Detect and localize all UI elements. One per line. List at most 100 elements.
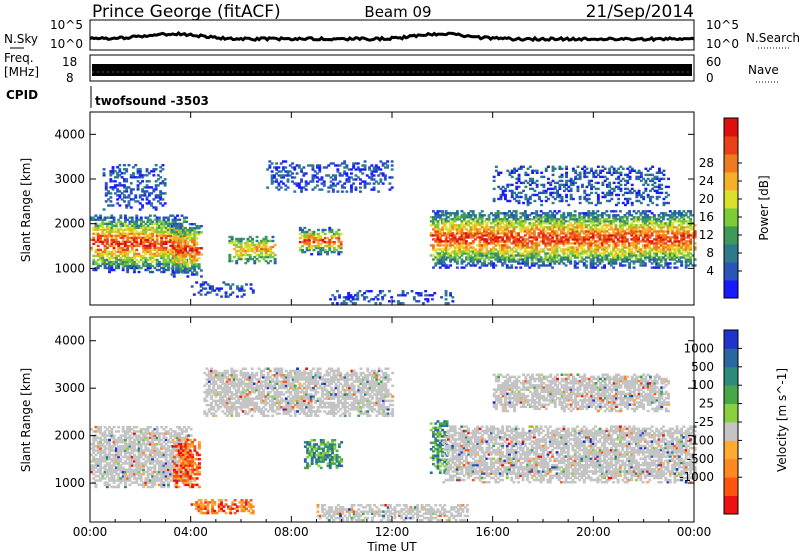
power-echo-cell bbox=[388, 188, 392, 191]
power-echo-cell bbox=[614, 214, 618, 217]
power-echo-cell bbox=[195, 247, 199, 250]
velocity-echo-cell bbox=[94, 449, 98, 452]
power-echo-cell bbox=[152, 190, 156, 193]
power-echo-cell bbox=[335, 290, 339, 293]
power-echo-cell bbox=[677, 246, 681, 249]
power-echo-cell bbox=[553, 260, 557, 263]
power-echo-cell bbox=[195, 257, 199, 260]
power-echo-cell bbox=[127, 196, 131, 199]
power-echo-cell bbox=[590, 183, 593, 187]
power-echo-cell bbox=[465, 234, 468, 237]
power-echo-cell bbox=[650, 220, 654, 223]
power-echo-cell bbox=[374, 180, 378, 183]
power-echo-cell bbox=[687, 250, 690, 253]
power-echo-cell bbox=[146, 220, 150, 223]
power-echo-cell bbox=[687, 234, 690, 237]
power-echo-cell bbox=[228, 239, 232, 243]
power-echo-cell bbox=[621, 177, 625, 181]
power-echo-cell bbox=[535, 216, 539, 219]
power-echo-cell bbox=[424, 294, 428, 297]
power-echo-cell bbox=[251, 239, 254, 243]
power-echo-cell bbox=[465, 252, 468, 255]
power-echo-cell bbox=[381, 162, 385, 165]
power-echo-cell bbox=[571, 169, 575, 172]
power-echo-cell bbox=[109, 180, 113, 183]
power-echo-cell bbox=[321, 246, 325, 250]
power-echo-cell bbox=[616, 258, 620, 261]
power-echo-cell bbox=[571, 218, 575, 221]
velocity-echo-cell bbox=[99, 466, 102, 469]
power-echo-cell bbox=[621, 260, 625, 263]
power-echo-cell bbox=[167, 216, 170, 219]
velocity-echo-cell bbox=[96, 479, 100, 482]
power-echo-cell bbox=[532, 216, 536, 219]
power-echo-cell bbox=[121, 258, 125, 262]
power-echo-cell bbox=[117, 240, 121, 244]
power-echo-cell bbox=[605, 210, 609, 213]
power-echo-cell bbox=[471, 228, 475, 231]
power-echo-cell bbox=[480, 210, 484, 213]
power-echo-cell bbox=[92, 254, 96, 258]
power-echo-cell bbox=[689, 234, 693, 237]
power-echo-cell bbox=[453, 212, 457, 215]
power-echo-cell bbox=[532, 232, 536, 235]
power-echo-cell bbox=[476, 250, 480, 253]
power-echo-cell bbox=[103, 258, 107, 262]
power-echo-cell bbox=[566, 224, 570, 227]
power-echo-cell bbox=[124, 224, 127, 227]
power-echo-cell bbox=[105, 242, 109, 246]
power-echo-cell bbox=[576, 218, 579, 221]
power-echo-cell bbox=[195, 243, 199, 246]
power-echo-cell bbox=[379, 160, 383, 163]
power-echo-cell bbox=[508, 256, 511, 259]
power-echo-cell bbox=[96, 254, 100, 258]
power-echo-cell bbox=[641, 252, 645, 255]
power-echo-cell bbox=[453, 256, 457, 259]
power-echo-cell bbox=[141, 188, 144, 191]
power-echo-cell bbox=[576, 185, 580, 189]
power-echo-cell bbox=[372, 174, 376, 177]
power-echo-cell bbox=[548, 238, 552, 241]
power-echo-cell bbox=[630, 224, 634, 227]
power-echo-cell bbox=[96, 224, 100, 227]
power-echo-cell bbox=[621, 250, 625, 253]
power-echo-cell bbox=[664, 258, 668, 261]
power-echo-cell bbox=[124, 250, 127, 254]
power-echo-cell bbox=[94, 240, 98, 244]
power-echo-cell bbox=[453, 238, 457, 241]
power-echo-cell bbox=[562, 214, 566, 217]
power-echo-cell bbox=[637, 199, 641, 203]
power-echo-cell bbox=[474, 232, 477, 235]
power-echo-cell bbox=[615, 193, 618, 197]
power-echo-cell bbox=[673, 218, 677, 221]
power-echo-cell bbox=[659, 264, 663, 267]
power-echo-cell bbox=[197, 231, 201, 234]
power-echo-cell bbox=[617, 193, 621, 197]
power-echo-cell bbox=[453, 258, 457, 261]
power-echo-cell bbox=[551, 252, 554, 255]
power-echo-cell bbox=[146, 238, 150, 242]
velocity-echo-cell bbox=[99, 449, 102, 452]
power-echo-cell bbox=[262, 249, 266, 253]
power-echo-cell bbox=[682, 222, 686, 225]
power-echo-cell bbox=[551, 173, 555, 177]
power-echo-cell bbox=[494, 224, 498, 227]
power-echo-cell bbox=[317, 238, 320, 242]
power-echo-cell bbox=[576, 222, 579, 225]
power-echo-cell bbox=[109, 192, 113, 195]
power-echo-cell bbox=[155, 220, 159, 223]
power-echo-cell bbox=[137, 260, 141, 264]
power-echo-cell bbox=[562, 224, 566, 227]
power-echo-cell bbox=[517, 244, 520, 247]
power-echo-cell bbox=[566, 256, 570, 259]
power-echo-cell bbox=[580, 222, 584, 225]
power-echo-cell bbox=[343, 172, 347, 175]
power-echo-cell bbox=[560, 232, 563, 235]
power-echo-cell bbox=[643, 216, 647, 219]
power-echo-cell bbox=[666, 256, 670, 259]
power-echo-cell bbox=[474, 254, 477, 257]
power-echo-cell bbox=[215, 293, 219, 296]
power-echo-cell bbox=[641, 260, 645, 263]
power-echo-cell bbox=[565, 193, 568, 197]
power-echo-cell bbox=[523, 228, 527, 231]
